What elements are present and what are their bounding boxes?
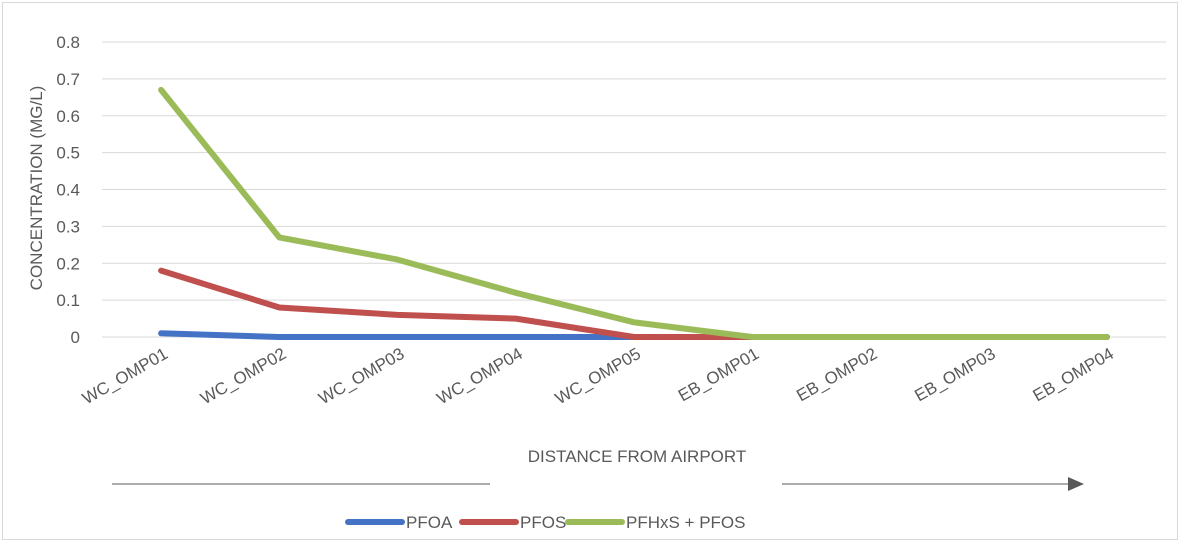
x-tick-label: EB_OMP02 [793, 344, 880, 405]
series-line-pfhxs-pfos [158, 86, 1110, 340]
gridlines [102, 41, 1166, 338]
y-tick-label: 0.5 [56, 144, 80, 163]
x-tick-labels: WC_OMP01 WC_OMP02 WC_OMP03 WC_OMP04 WC_OMP05… [79, 344, 1117, 408]
y-tick-label: 0.2 [56, 254, 80, 273]
y-tick-label: 0.1 [56, 291, 80, 310]
y-tick-label: 0.7 [56, 70, 80, 89]
distance-arrow [112, 477, 1084, 491]
series-line-pfos [158, 267, 1110, 340]
x-tick-label: WC_OMP03 [315, 344, 407, 408]
y-tick-label: 0 [71, 328, 80, 347]
y-tick-label: 0.8 [56, 33, 80, 52]
y-tick-label: 0.4 [56, 181, 80, 200]
y-tick-labels: 0 0.1 0.2 0.3 0.4 0.5 0.6 0.7 0.8 [56, 33, 80, 347]
legend-label: PFOA [406, 513, 453, 532]
legend-label: PFHxS + PFOS [626, 513, 746, 532]
y-tick-label: 0.3 [56, 217, 80, 236]
x-axis-title: DISTANCE FROM AIRPORT [528, 447, 747, 466]
series-lines [158, 86, 1110, 340]
y-tick-label: 0.6 [56, 107, 80, 126]
x-tick-label: EB_OMP04 [1030, 344, 1117, 405]
legend-label: PFOS [520, 513, 566, 532]
x-tick-label: WC_OMP01 [79, 344, 171, 408]
x-tick-label: EB_OMP03 [911, 344, 998, 405]
x-tick-label: EB_OMP01 [675, 344, 762, 405]
distance-arrow-head [1068, 477, 1084, 491]
y-axis-title: CONCENTRATION (MG/L) [27, 86, 46, 291]
x-tick-label: WC_OMP02 [197, 344, 289, 408]
legend: PFOA PFOS PFHxS + PFOS [345, 513, 746, 532]
x-tick-label: WC_OMP05 [552, 344, 644, 408]
x-tick-label: WC_OMP04 [434, 344, 526, 408]
